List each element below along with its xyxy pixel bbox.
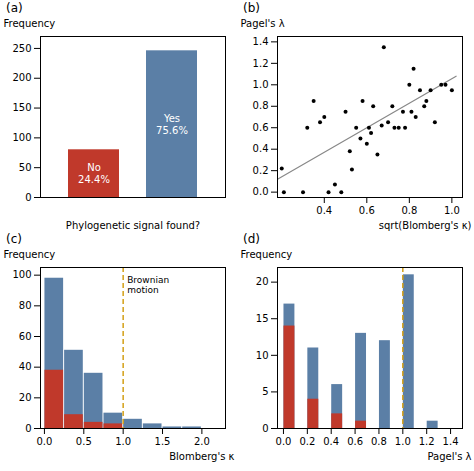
svg-text:50: 50: [19, 162, 32, 173]
svg-text:Yes75.6%: Yes75.6%: [156, 113, 188, 136]
svg-text:0: 0: [25, 192, 31, 203]
svg-text:1.4: 1.4: [253, 36, 269, 47]
svg-text:0.6: 0.6: [359, 205, 375, 216]
svg-text:0.8: 0.8: [371, 436, 387, 447]
svg-text:0.2: 0.2: [299, 436, 315, 447]
svg-text:0: 0: [25, 423, 31, 434]
svg-text:Frequency: Frequency: [4, 249, 56, 260]
svg-text:1.2: 1.2: [419, 436, 435, 447]
svg-text:1.0: 1.0: [253, 79, 269, 90]
svg-text:100: 100: [12, 132, 31, 143]
svg-text:sqrt(Blomberg's κ): sqrt(Blomberg's κ): [379, 220, 472, 231]
svg-text:0.4: 0.4: [316, 205, 332, 216]
svg-text:0.6: 0.6: [347, 436, 363, 447]
svg-text:1.2: 1.2: [253, 58, 269, 69]
svg-text:1.5: 1.5: [155, 436, 171, 447]
svg-text:0.4: 0.4: [253, 143, 269, 154]
svg-text:Blomberg's κ: Blomberg's κ: [169, 451, 234, 462]
svg-text:20: 20: [256, 276, 269, 287]
svg-text:60: 60: [19, 331, 32, 342]
svg-text:200: 200: [12, 72, 31, 83]
svg-text:0: 0: [262, 423, 268, 434]
svg-text:20: 20: [19, 392, 32, 403]
html-text:(b): (b): [243, 1, 260, 15]
svg-text:0.8: 0.8: [401, 205, 417, 216]
svg-text:1.0: 1.0: [444, 205, 460, 216]
svg-text:150: 150: [12, 102, 31, 113]
svg-text:80: 80: [19, 300, 32, 311]
svg-text:0.8: 0.8: [253, 100, 269, 111]
svg-text:Brownianmotion: Brownianmotion: [127, 275, 169, 295]
svg-text:1.4: 1.4: [443, 436, 459, 447]
svg-text:Pagel's λ: Pagel's λ: [241, 18, 285, 29]
svg-text:40: 40: [19, 361, 32, 372]
svg-text:5: 5: [262, 386, 268, 397]
svg-text:0.0: 0.0: [36, 436, 52, 447]
svg-text:Frequency: Frequency: [4, 18, 56, 29]
svg-text:Phylogenetic signal found?: Phylogenetic signal found?: [66, 220, 200, 231]
svg-text:0.0: 0.0: [253, 186, 269, 197]
svg-text:0.6: 0.6: [253, 122, 269, 133]
svg-text:0.0: 0.0: [276, 436, 292, 447]
svg-text:250: 250: [12, 43, 31, 54]
html-text:(c): (c): [6, 232, 22, 246]
svg-text:0.2: 0.2: [253, 165, 269, 176]
svg-text:0.5: 0.5: [76, 436, 92, 447]
svg-text:2.0: 2.0: [194, 436, 210, 447]
svg-text:Pagel's λ: Pagel's λ: [427, 451, 471, 462]
svg-text:100: 100: [12, 269, 31, 280]
svg-text:15: 15: [256, 313, 269, 324]
html-text:(a): (a): [6, 1, 23, 15]
svg-text:0.4: 0.4: [323, 436, 339, 447]
svg-text:Frequency: Frequency: [241, 249, 293, 260]
svg-text:10: 10: [256, 350, 269, 361]
svg-text:1.0: 1.0: [115, 436, 131, 447]
html-text:(d): (d): [243, 232, 260, 246]
svg-text:No24.4%: No24.4%: [78, 162, 110, 185]
svg-text:1.0: 1.0: [395, 436, 411, 447]
